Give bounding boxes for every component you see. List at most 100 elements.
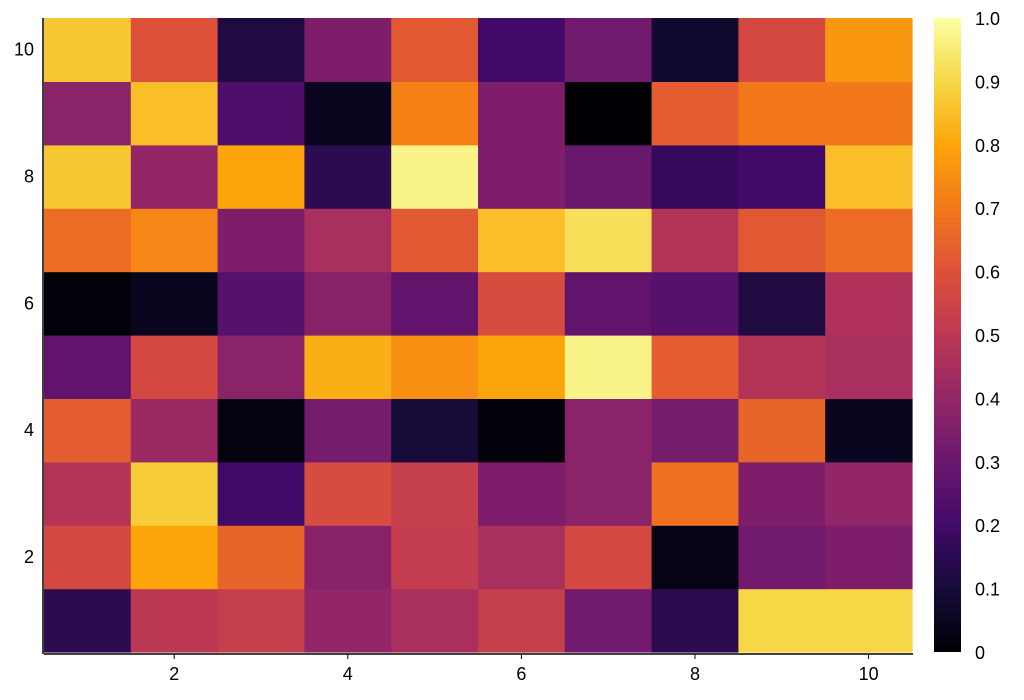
heatmap-cell: [217, 398, 305, 463]
heatmap-cell: [130, 81, 219, 146]
heatmap-cell: [738, 525, 826, 590]
heatmap-cell: [44, 588, 132, 653]
heatmap-cell: [651, 81, 739, 146]
heatmap-cell: [304, 398, 392, 463]
heatmap-cell: [130, 398, 219, 463]
y-tick-labels: 2 4 6 8 10: [14, 40, 34, 567]
heatmap-cell: [478, 271, 566, 336]
heatmap-cell: [44, 208, 132, 273]
heatmap-cell: [130, 18, 219, 82]
heatmap-cell: [391, 461, 479, 526]
heatmap-cell: [391, 525, 479, 590]
heatmap-cell: [738, 144, 826, 209]
x-tick-label: 8: [690, 664, 700, 684]
axes: [42, 18, 913, 655]
heatmap-cell: [825, 398, 913, 463]
colorbar-tick-label: 0.4: [975, 389, 1000, 409]
colorbar-tick-label: 0.8: [975, 136, 1000, 156]
heatmap-cell: [391, 208, 479, 273]
heatmap-cell: [564, 461, 653, 526]
heatmap-cell: [304, 144, 392, 209]
heatmap-cell: [564, 18, 653, 82]
heatmap-cell: [304, 271, 392, 336]
heatmap-cell: [825, 144, 913, 209]
heatmap-cell: [217, 525, 305, 590]
heatmap-cell: [478, 144, 566, 209]
heatmap-cell: [478, 18, 566, 82]
colorbar: [934, 18, 961, 652]
x-tick-label: 4: [343, 664, 353, 684]
colorbar-tick-label: 0.9: [975, 72, 1000, 92]
heatmap-cell: [651, 208, 739, 273]
heatmap-cell: [651, 525, 739, 590]
heatmap-cell: [478, 461, 566, 526]
colorbar-tick-label: 0.7: [975, 199, 1000, 219]
heatmap-cell: [564, 398, 653, 463]
colorbar-tick-label: 0.6: [975, 263, 1000, 283]
heatmap-cell: [825, 335, 913, 399]
heatmap-cell: [651, 335, 739, 399]
heatmap-cell: [217, 208, 305, 273]
heatmap-cell: [564, 81, 653, 146]
heatmap-cell: [478, 588, 566, 653]
y-tick-label: 4: [24, 420, 34, 440]
heatmap-cell: [217, 271, 305, 336]
heatmap-cell: [564, 144, 653, 209]
heatmap-cell: [217, 144, 305, 209]
heatmap-cell: [825, 81, 913, 146]
colorbar-tick-label: 0.5: [975, 326, 1000, 346]
heatmap-cell: [391, 398, 479, 463]
heatmap-cell: [478, 81, 566, 146]
heatmap-cell: [651, 461, 739, 526]
heatmap-cell: [738, 81, 826, 146]
x-tick-label: 2: [169, 664, 179, 684]
heatmap-cell: [478, 398, 566, 463]
heatmap-cell: [130, 271, 219, 336]
heatmap-cell: [738, 271, 826, 336]
heatmap-cell: [304, 588, 392, 653]
heatmap-cell: [44, 398, 132, 463]
heatmap-cell: [651, 271, 739, 336]
heatmap-cell: [825, 588, 913, 653]
heatmap-cell: [564, 335, 653, 399]
heatmap-cell: [825, 208, 913, 273]
heatmap-cell: [391, 81, 479, 146]
heatmap-cell: [130, 144, 219, 209]
heatmap-cell: [304, 208, 392, 273]
heatmap-cell: [391, 271, 479, 336]
heatmap-cell: [130, 525, 219, 590]
heatmap-cell: [825, 525, 913, 590]
colorbar-tick-label: 0: [975, 643, 985, 663]
heatmap-cell: [738, 398, 826, 463]
heatmap-cell: [304, 461, 392, 526]
heatmap-cell: [304, 18, 392, 82]
heatmap-cell: [738, 335, 826, 399]
heatmap-cell: [304, 81, 392, 146]
heatmap-cell: [564, 208, 653, 273]
heatmap-cell: [391, 588, 479, 653]
heatmap-cell: [651, 398, 739, 463]
heatmap-cells: [44, 18, 913, 653]
heatmap-cell: [564, 271, 653, 336]
heatmap-cell: [478, 208, 566, 273]
heatmap-cell: [44, 18, 132, 82]
heatmap-cell: [217, 81, 305, 146]
heatmap-cell: [130, 461, 219, 526]
x-tick-label: 6: [516, 664, 526, 684]
heatmap-cell: [130, 335, 219, 399]
heatmap-cell: [825, 271, 913, 336]
heatmap-cell: [44, 525, 132, 590]
heatmap-cell: [651, 18, 739, 82]
heatmap-cell: [217, 588, 305, 653]
heatmap-cell: [130, 208, 219, 273]
heatmap-cell: [738, 18, 826, 82]
colorbar-tick-label: 0.2: [975, 516, 1000, 536]
heatmap-cell: [738, 461, 826, 526]
heatmap-cell: [478, 335, 566, 399]
heatmap-cell: [391, 335, 479, 399]
heatmap-cell: [217, 18, 305, 82]
heatmap-cell: [130, 588, 219, 653]
heatmap-cell: [738, 588, 826, 653]
heatmap-cell: [44, 271, 132, 336]
